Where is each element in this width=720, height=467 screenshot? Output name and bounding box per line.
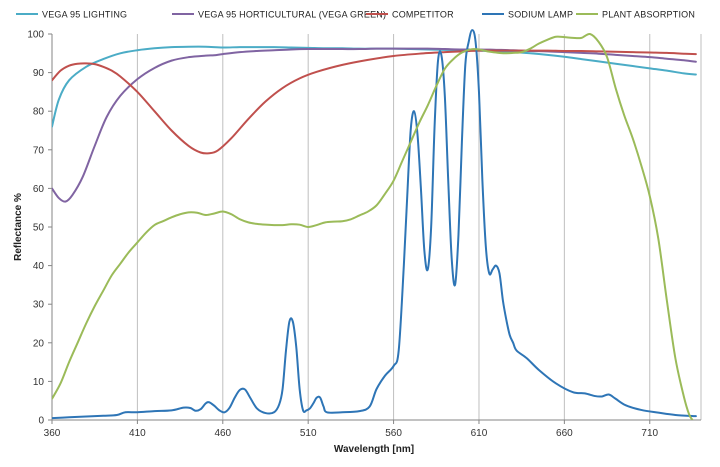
y-axis-title: Reflectance % (13, 193, 24, 261)
legend: VEGA 95 LIGHTING VEGA 95 HORTICULTURAL (V… (16, 10, 695, 20)
legend-label-vega-95-lighting: VEGA 95 LIGHTING (42, 10, 127, 20)
series-line-vega-95-horticultural-vega-green (52, 47, 697, 203)
x-tick-label-560: 560 (385, 428, 402, 439)
y-tick-label-50: 50 (33, 223, 45, 234)
y-tick-label-10: 10 (33, 377, 45, 388)
x-tick-label-610: 610 (471, 428, 488, 439)
x-tick-label-360: 360 (44, 428, 61, 439)
y-tick-label-100: 100 (27, 30, 44, 41)
y-tick-label-70: 70 (33, 145, 45, 156)
x-tick-label-460: 460 (214, 428, 231, 439)
x-tick-label-710: 710 (641, 428, 658, 439)
x-axis-title: Wavelength [nm] (334, 444, 414, 455)
legend-label-vega-95-horticultural-vega-green: VEGA 95 HORTICULTURAL (VEGA GREEN) (198, 10, 386, 20)
x-tick-label-660: 660 (556, 428, 573, 439)
legend-label-plant-absorption: PLANT ABSORPTION (602, 10, 695, 20)
x-tick-label-410: 410 (129, 428, 146, 439)
y-tick-label-20: 20 (33, 338, 45, 349)
axes (48, 33, 701, 424)
y-tick-label-0: 0 (38, 416, 44, 427)
series-line-sodium-lamp (52, 29, 697, 420)
tick-labels: 0 10 20 30 40 50 60 70 80 90 100 360 410 460 510 560 610… (27, 30, 658, 440)
y-tick-label-40: 40 (33, 261, 45, 272)
y-tick-label-30: 30 (33, 300, 45, 311)
y-tick-label-90: 90 (33, 68, 45, 79)
y-tick-label-80: 80 (33, 107, 45, 118)
legend-label-sodium-lamp: SODIUM LAMP (508, 10, 573, 20)
y-tick-label-60: 60 (33, 184, 45, 195)
x-tick-label-510: 510 (300, 428, 317, 439)
series-line-competitor (52, 49, 697, 155)
series-lines (52, 29, 697, 420)
legend-label-competitor: COMPETITOR (392, 10, 454, 20)
series-line-plant-absorption (52, 32, 694, 420)
